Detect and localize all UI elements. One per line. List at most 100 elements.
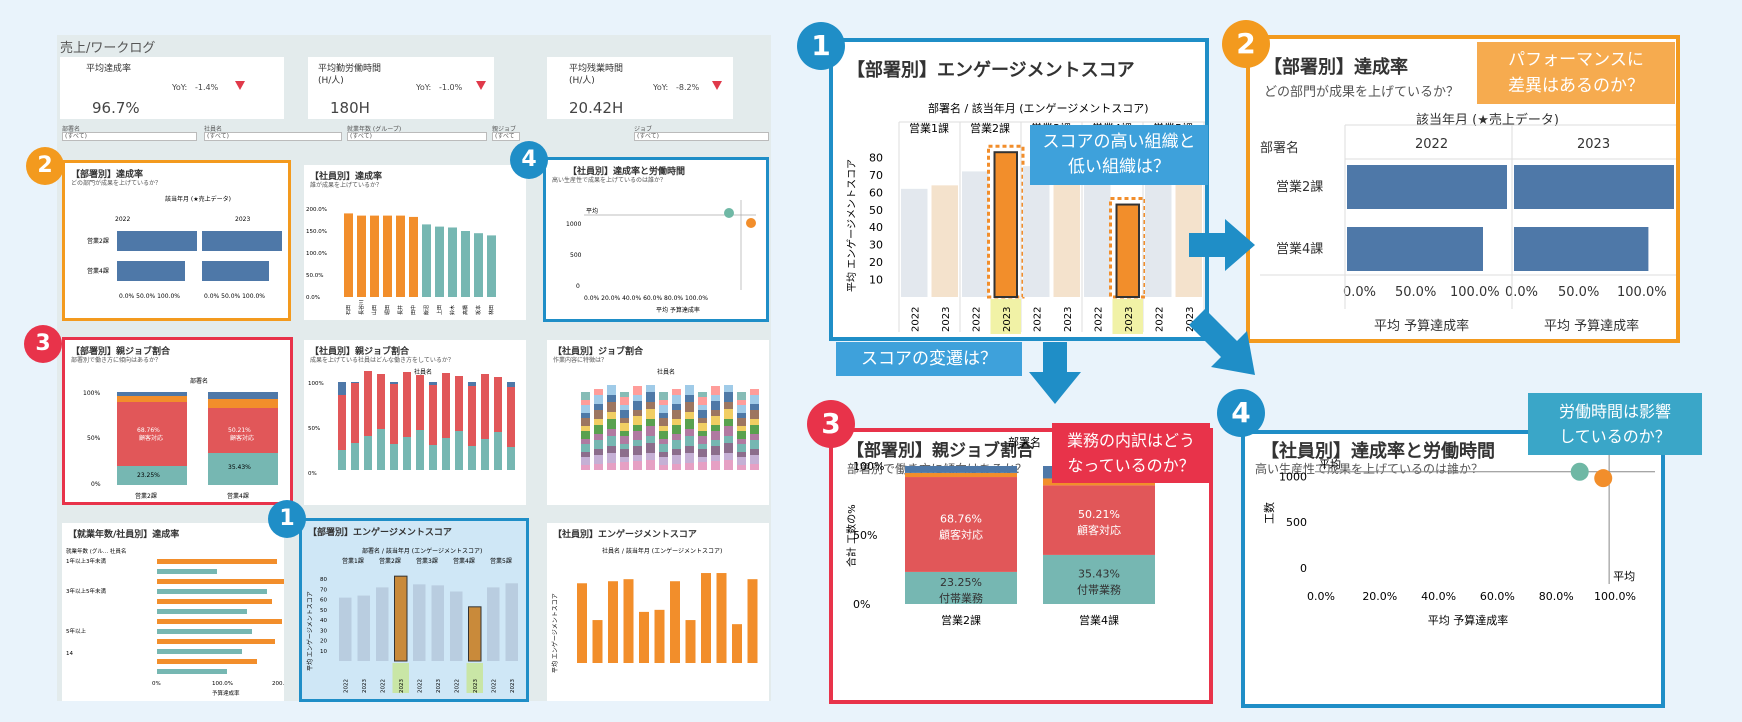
segment — [724, 385, 733, 392]
tick-label: 30 — [320, 628, 327, 634]
tick-label: 20.0% — [1362, 590, 1397, 603]
segment — [659, 400, 668, 405]
segment — [620, 397, 629, 405]
segment — [581, 465, 590, 470]
segment — [711, 431, 720, 440]
axis-label: 予算達成率 — [212, 689, 240, 697]
tick-label: 0 — [1300, 562, 1307, 575]
bar — [357, 215, 366, 297]
filter-parent-job[interactable]: 親ジョブ (すべて — [492, 124, 520, 141]
kpi-value: 96.7% — [92, 99, 140, 117]
segment — [607, 412, 616, 419]
panel-title: 【社員別】ジョブ割合 — [553, 347, 644, 357]
segment — [737, 444, 746, 452]
bar — [487, 587, 500, 661]
filter-dropdown[interactable]: (すべて) — [62, 132, 197, 141]
scatter-point — [1594, 469, 1613, 488]
segment — [416, 430, 424, 470]
kpi-yoy-label: YoY: — [172, 83, 188, 92]
avg-label: 平均 — [1613, 570, 1635, 583]
tick-label: 0 — [576, 283, 580, 290]
dept-label: 営業2課 — [379, 557, 401, 565]
bar-highlighted — [394, 575, 408, 662]
segment — [594, 425, 603, 434]
segment — [685, 385, 694, 395]
year-label: 2023 — [362, 679, 368, 693]
bar — [474, 233, 483, 297]
panel-title: 【社員別】達成率と労働時間 — [568, 167, 686, 177]
segment — [581, 405, 590, 413]
year-highlight — [990, 299, 1021, 334]
bar — [1347, 165, 1507, 209]
filter-dropdown[interactable]: (すべて) — [347, 132, 487, 141]
bar — [1023, 166, 1050, 297]
segment — [698, 449, 707, 457]
tick-label: 150.0% — [306, 229, 327, 235]
filter-dropdown[interactable]: (すべて) — [634, 132, 769, 141]
name-label: 上田 — [436, 305, 443, 315]
segment — [117, 396, 187, 402]
segment — [698, 418, 707, 423]
segment — [416, 375, 424, 430]
mini-scatter-chart: 平均 1000 500 0 0.0% 20.0% 40.0% 60.0% 80.… — [566, 200, 756, 314]
name-label: 長井 — [397, 305, 404, 315]
segment — [646, 453, 655, 460]
segment — [607, 463, 616, 470]
tick-label: 1000 — [1279, 470, 1307, 483]
bar — [701, 573, 711, 663]
segment — [594, 440, 603, 449]
filter-dropdown[interactable]: (すべて — [492, 132, 520, 141]
kpi-card-overtime: 平均残業時間 (H/人) YoY: -8.2% 20.42H — [547, 57, 733, 119]
bar — [623, 579, 634, 663]
tick-label: 80.0% — [1539, 590, 1574, 603]
data-label: 顧客対応 — [1077, 523, 1121, 537]
tick-label: 0% — [853, 598, 870, 611]
segment — [750, 455, 759, 464]
bar — [157, 589, 267, 594]
header-label: 部署名 / 該当年月 (エンゲージメントスコア) — [362, 547, 482, 555]
segment — [429, 382, 437, 385]
bar — [670, 581, 680, 663]
panel-title: 【就業年数/社員別】達成率 — [68, 530, 180, 540]
segment — [594, 434, 603, 440]
axis-label: 平均 予算達成率 — [1428, 613, 1509, 627]
dept-label: 営業5課 — [490, 557, 512, 565]
segment — [594, 404, 603, 410]
segment — [442, 438, 450, 470]
segment — [494, 377, 502, 432]
period-label: 該当年月 (★売上データ) — [1416, 113, 1559, 128]
segment — [633, 446, 642, 455]
filter-dropdown[interactable]: (すべて) — [204, 132, 342, 141]
row-label: 営業4課 — [87, 267, 109, 275]
avg-label: 平均 — [1319, 458, 1341, 471]
bar — [577, 583, 587, 663]
tick-label: 80 — [320, 577, 327, 583]
name-label: 山田 — [371, 305, 378, 315]
segment — [659, 413, 668, 418]
bar — [747, 579, 758, 663]
filter-job[interactable]: ジョブ (すべて) — [634, 124, 769, 141]
dim-label: 部署名 — [1008, 435, 1041, 449]
filter-employee[interactable]: 社員名 (すべて) — [204, 124, 342, 141]
callout-change: スコアの変遷は？ — [836, 342, 1022, 376]
segment — [633, 410, 642, 416]
axis-label: 工数 — [1263, 502, 1276, 524]
segment — [724, 409, 733, 419]
mini-panel-dept-rate: 【部署別】達成率 どの部門が成果を上げているか？ 該当年月 (★売上データ) 2… — [62, 160, 291, 321]
filter-department[interactable]: 部署名 (すべて) — [62, 124, 197, 141]
filter-tenure[interactable]: 就業年数 (グループ) (すべて) — [347, 124, 487, 141]
segment — [750, 440, 759, 449]
dim-label: 部署名 — [190, 377, 208, 385]
segment — [750, 395, 759, 404]
tick-label: 0% — [308, 471, 317, 477]
segment — [659, 465, 668, 470]
segment — [594, 410, 603, 419]
segment — [659, 392, 668, 400]
bar — [157, 659, 257, 664]
data-label: 50.21% — [228, 427, 251, 434]
mini-dept-parent-chart: 部署名 100%50%0% 68.76%顧客対応 50.21%顧客対応 23.2… — [83, 377, 278, 500]
segment — [633, 461, 642, 470]
segment — [685, 412, 694, 419]
segment — [429, 445, 437, 470]
tick-label: 30 — [869, 239, 883, 252]
